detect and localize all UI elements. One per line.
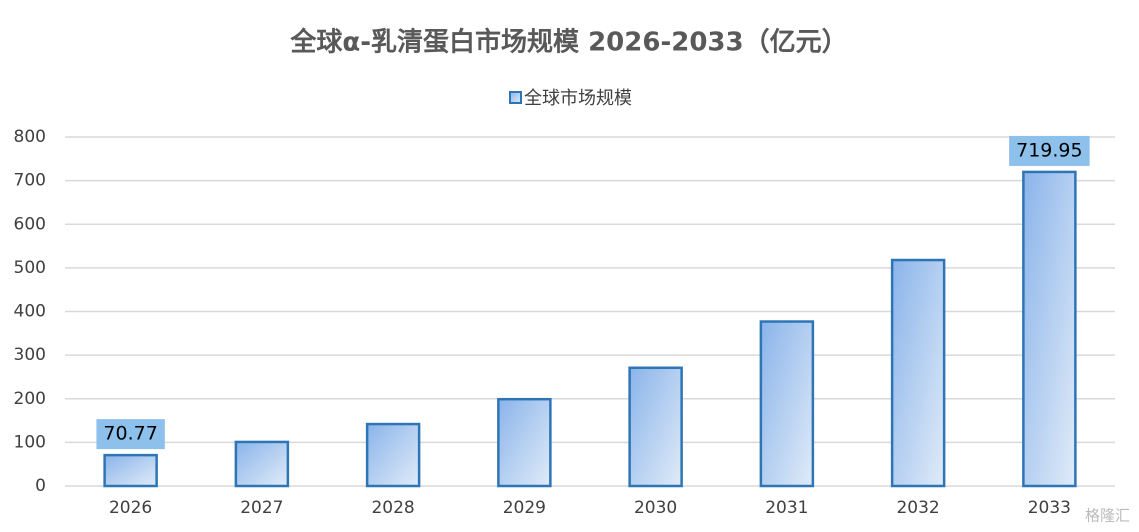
bar — [1022, 170, 1077, 488]
y-tick-label: 300 — [14, 345, 46, 365]
bar — [103, 453, 158, 488]
x-tick-label: 2032 — [896, 498, 939, 518]
y-tick-label: 400 — [14, 302, 46, 322]
y-tick-label: 700 — [14, 171, 46, 191]
x-tick-label: 2033 — [1028, 498, 1071, 518]
bar — [890, 258, 946, 488]
x-tick-label: 2028 — [371, 498, 414, 518]
x-tick-label: 2027 — [240, 498, 283, 518]
chart-title: 全球α-乳清蛋白市场规模 2026-2033（亿元） — [289, 27, 847, 58]
y-tick-label: 100 — [14, 432, 46, 452]
y-tick-label: 200 — [14, 389, 46, 409]
bar — [234, 440, 290, 488]
watermark: 格隆汇 — [1085, 507, 1130, 525]
bar — [365, 422, 421, 488]
x-tick-label: 2030 — [634, 498, 677, 518]
x-tick-label: 2029 — [503, 498, 546, 518]
bar — [497, 397, 552, 488]
data-label-box — [96, 419, 165, 450]
legend-label: 全球市场规模 — [524, 88, 632, 109]
bar — [628, 366, 683, 488]
y-tick-label: 600 — [14, 214, 46, 234]
data-label: 719.95 — [1016, 139, 1082, 161]
legend-marker — [509, 91, 522, 104]
y-tick-label: 800 — [14, 127, 46, 147]
x-tick-label: 2026 — [109, 498, 152, 518]
bar — [759, 320, 815, 488]
y-tick-label: 0 — [35, 476, 46, 496]
data-label-box — [1009, 135, 1090, 166]
y-tick-label: 500 — [14, 258, 46, 278]
x-tick-label: 2031 — [765, 498, 808, 518]
data-label: 70.77 — [103, 423, 157, 445]
